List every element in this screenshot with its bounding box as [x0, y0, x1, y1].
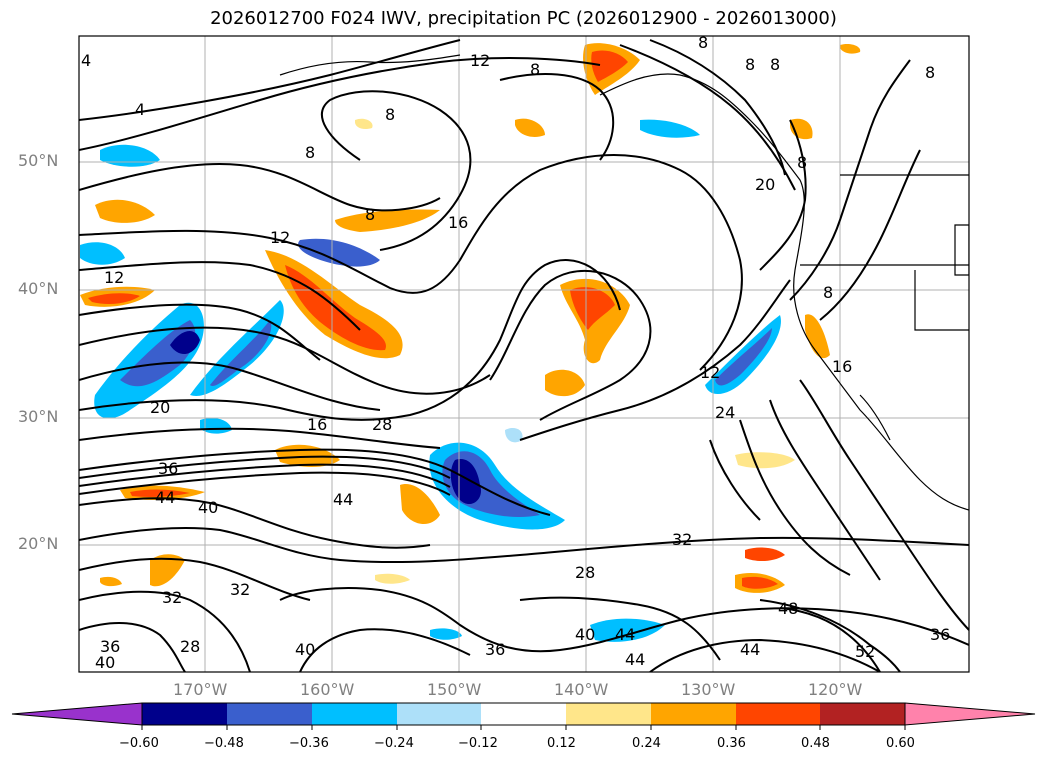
contour-label: 44: [625, 650, 645, 669]
colorbar-tick: 0.12: [547, 736, 576, 751]
contour-label: 12: [470, 51, 490, 70]
colorbar-tick: −0.24: [374, 736, 414, 751]
colorbar: [11, 702, 1036, 730]
coastlines: [279, 54, 969, 511]
contour-label: 16: [307, 415, 327, 434]
colorbar-tick: 0.60: [886, 736, 915, 751]
map-title: 2026012700 F024 IWV, precipitation PC (2…: [210, 8, 837, 29]
contour-label: 44: [615, 625, 635, 644]
contour-label: 12: [700, 363, 720, 382]
contour-label: 8: [823, 283, 833, 302]
contour-label: 44: [155, 488, 175, 507]
lat-label: 40°N: [18, 279, 59, 298]
contour-label: 48: [778, 599, 798, 618]
contour-label: 40: [198, 498, 218, 517]
contour-label: 8: [385, 105, 395, 124]
contour-label: 12: [104, 268, 124, 287]
lon-label: 140°W: [554, 680, 609, 699]
contour-label: 20: [755, 175, 775, 194]
colorbar-tick: 0.48: [801, 736, 830, 751]
colorbar-tick: 0.24: [632, 736, 661, 751]
contour-label: 40: [575, 625, 595, 644]
graticule: [79, 36, 969, 672]
contour-label: 8: [770, 55, 780, 74]
contour-label: 20: [150, 398, 170, 417]
contour-label: 4: [135, 100, 145, 119]
contour-label: 36: [100, 637, 120, 656]
contour-label: 16: [448, 213, 468, 232]
colorbar-tick: −0.36: [289, 736, 329, 751]
iwv-contours: [79, 39, 969, 672]
contour-label: 24: [715, 403, 735, 422]
contour-label: 8: [797, 153, 807, 172]
map-frame: [78, 35, 970, 673]
contour-label: 36: [930, 625, 950, 644]
contour-label: 28: [180, 637, 200, 656]
contour-label: 28: [575, 563, 595, 582]
contour-label: 40: [295, 640, 315, 659]
contour-label: 36: [485, 640, 505, 659]
lat-label: 30°N: [18, 407, 59, 426]
contour-label: 8: [305, 143, 315, 162]
lon-label: 160°W: [300, 680, 355, 699]
contour-label: 36: [158, 459, 178, 478]
contour-label: 8: [530, 60, 540, 79]
contour-label: 16: [832, 357, 852, 376]
lon-label: 150°W: [427, 680, 482, 699]
colorbar-tick: −0.12: [458, 736, 498, 751]
contour-label: 44: [740, 640, 760, 659]
contour-label: 32: [230, 580, 250, 599]
colorbar-tick: −0.60: [119, 736, 159, 751]
contour-label: 8: [745, 55, 755, 74]
contour-label: 12: [270, 228, 290, 247]
contour-label: 44: [333, 490, 353, 509]
contour-label: 8: [698, 33, 708, 52]
lat-label: 50°N: [18, 151, 59, 170]
lat-label: 20°N: [18, 534, 59, 553]
contour-label: 28: [372, 415, 392, 434]
contour-label: 8: [365, 205, 375, 224]
contour-labels: 4 12 8 8 8 16 12 12 20 16 28 36 44 40 44…: [81, 33, 950, 672]
contour-label: 4: [81, 51, 91, 70]
colorbar-tick: 0.36: [717, 736, 746, 751]
contour-label: 52: [855, 642, 875, 661]
contour-label: 40: [95, 653, 115, 672]
lon-label: 130°W: [681, 680, 736, 699]
lon-label: 120°W: [808, 680, 863, 699]
colorbar-tick: −0.48: [204, 736, 244, 751]
contour-label: 32: [162, 588, 182, 607]
contour-label: 8: [925, 63, 935, 82]
contour-label: 32: [672, 530, 692, 549]
lon-label: 170°W: [173, 680, 228, 699]
